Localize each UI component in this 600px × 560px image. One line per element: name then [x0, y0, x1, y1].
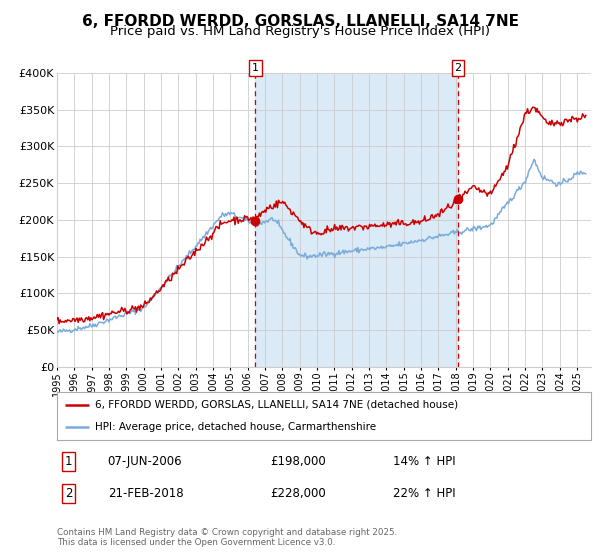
Text: Price paid vs. HM Land Registry's House Price Index (HPI): Price paid vs. HM Land Registry's House … — [110, 25, 490, 38]
Text: £198,000: £198,000 — [271, 455, 326, 468]
Text: 2: 2 — [454, 63, 461, 73]
Text: HPI: Average price, detached house, Carmarthenshire: HPI: Average price, detached house, Carm… — [95, 422, 377, 432]
Text: Contains HM Land Registry data © Crown copyright and database right 2025.
This d: Contains HM Land Registry data © Crown c… — [57, 528, 397, 547]
Bar — [256, 73, 458, 367]
Text: 2: 2 — [65, 487, 73, 500]
Text: 1: 1 — [65, 455, 73, 468]
Text: 22% ↑ HPI: 22% ↑ HPI — [394, 487, 456, 500]
Text: 6, FFORDD WERDD, GORSLAS, LLANELLI, SA14 7NE (detached house): 6, FFORDD WERDD, GORSLAS, LLANELLI, SA14… — [95, 400, 458, 410]
Text: 07-JUN-2006: 07-JUN-2006 — [108, 455, 182, 468]
Text: 6, FFORDD WERDD, GORSLAS, LLANELLI, SA14 7NE: 6, FFORDD WERDD, GORSLAS, LLANELLI, SA14… — [82, 14, 518, 29]
Text: £228,000: £228,000 — [271, 487, 326, 500]
Text: 21-FEB-2018: 21-FEB-2018 — [108, 487, 184, 500]
Text: 14% ↑ HPI: 14% ↑ HPI — [394, 455, 456, 468]
Text: 1: 1 — [252, 63, 259, 73]
